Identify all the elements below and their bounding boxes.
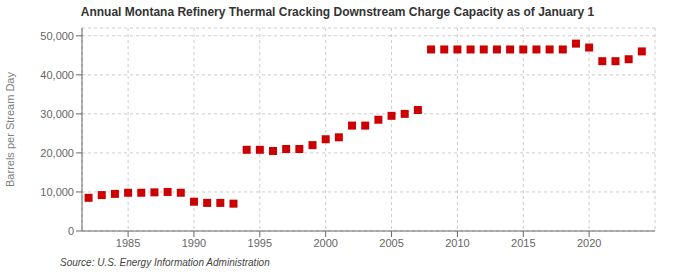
svg-text:1995: 1995 (248, 237, 272, 249)
svg-text:0: 0 (68, 225, 74, 237)
html-text:Annual Montana Refinery Therma: Annual Montana Refinery Thermal Cracking… (80, 5, 595, 19)
svg-text:50,000: 50,000 (40, 30, 74, 42)
svg-text:20,000: 20,000 (40, 147, 74, 159)
svg-text:2005: 2005 (379, 237, 403, 249)
svg-text:30,000: 30,000 (40, 108, 74, 120)
svg-text:1990: 1990 (182, 237, 206, 249)
svg-text:2010: 2010 (445, 237, 469, 249)
svg-text:1985: 1985 (116, 237, 140, 249)
svg-text:40,000: 40,000 (40, 69, 74, 81)
svg-text:10,000: 10,000 (40, 186, 74, 198)
svg-text:2020: 2020 (577, 237, 601, 249)
html-text:Source: U.S. Energy Informatio: Source: U.S. Energy Information Administ… (60, 257, 270, 268)
svg-text:2015: 2015 (511, 237, 535, 249)
svg-text:Barrels per Stream Day: Barrels per Stream Day (4, 72, 16, 187)
svg-text:2000: 2000 (313, 237, 337, 249)
